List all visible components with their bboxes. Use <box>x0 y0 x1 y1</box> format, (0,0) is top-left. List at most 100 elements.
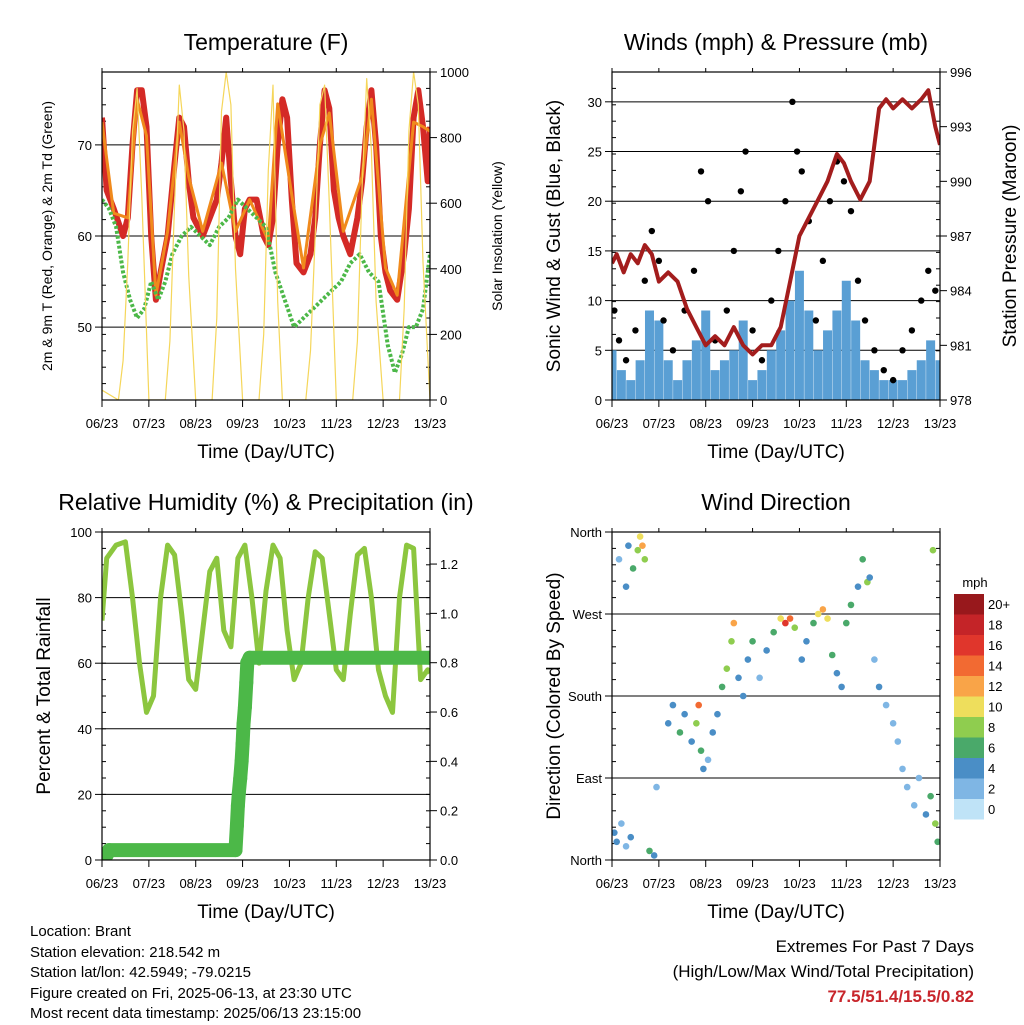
direction-point <box>777 615 784 622</box>
gust-point <box>847 207 855 215</box>
gust-point <box>697 168 705 175</box>
direction-ytick-label: East <box>576 771 602 786</box>
winds-ytick-label: 20 <box>588 194 602 209</box>
direction-point <box>639 542 646 549</box>
colorbar-label: 6 <box>988 741 995 756</box>
direction-point <box>934 838 940 846</box>
winds-ytick-label: 25 <box>588 145 602 160</box>
humidity-y2tick-label: 0.0 <box>440 853 458 868</box>
direction-point <box>730 619 738 627</box>
direction-xtick-label: 10/23 <box>783 876 816 891</box>
gust-point <box>854 277 862 284</box>
temperature-y2tick-label: 200 <box>440 327 462 342</box>
gust-point <box>648 227 656 235</box>
gust-point <box>690 267 698 274</box>
humidity-panel: Relative Humidity (%) & Precipitation (i… <box>34 489 474 923</box>
direction-point <box>824 615 831 622</box>
direction-point <box>634 546 642 554</box>
direction-point <box>903 783 911 791</box>
direction-point <box>650 852 658 859</box>
humidity-y2tick-label: 1.2 <box>440 557 458 572</box>
rh-line <box>102 539 430 715</box>
direction-xtick-label: 07/23 <box>643 876 676 891</box>
humidity-y2tick-label: 0.6 <box>440 705 458 720</box>
temperature-y2tick-label: 600 <box>440 196 462 211</box>
direction-point <box>847 601 855 609</box>
humidity-data <box>102 539 430 860</box>
temperature-ylabel: 2m & 9m T (Red, Orange) & 2m Td (Green) <box>39 101 55 371</box>
direction-point <box>791 624 799 631</box>
colorbar-label: 0 <box>988 802 995 817</box>
colorbar-label: 10 <box>988 700 1002 715</box>
gust-point <box>655 257 663 265</box>
direction-point <box>749 638 756 645</box>
humidity-xtick-label: 06/23 <box>86 876 119 891</box>
direction-point <box>622 843 630 850</box>
temperature-ytick-label: 70 <box>78 138 92 153</box>
direction-xtick-label: 12/23 <box>877 876 910 891</box>
humidity-xtick-label: 07/23 <box>133 876 166 891</box>
humidity-xtick-label: 10/23 <box>273 876 306 891</box>
winds-y2tick-label: 978 <box>950 393 972 408</box>
colorbar-swatch <box>954 696 984 717</box>
colorbar-title: mph <box>962 575 987 590</box>
humidity-xtick-label: 11/23 <box>320 876 352 891</box>
temperature-ytick-label: 50 <box>78 320 92 335</box>
td2m-line <box>102 197 430 375</box>
direction-point <box>613 838 620 846</box>
winds-y2tick-label: 981 <box>950 338 972 353</box>
humidity-ytick-label: 60 <box>78 656 92 671</box>
colorbar-label: 2 <box>988 782 995 797</box>
direction-point <box>718 683 726 691</box>
gust-point <box>793 148 801 155</box>
gust-point <box>612 307 618 314</box>
winds-xlabel: Time (Day/UTC) <box>707 442 845 463</box>
humidity-xtick-label: 12/23 <box>367 876 400 891</box>
direction-title: Wind Direction <box>701 489 851 515</box>
gust-point <box>737 188 745 195</box>
humidity-xlabel: Time (Day/UTC) <box>197 902 335 923</box>
humidity-ytick-label: 80 <box>78 591 92 606</box>
humidity-y2tick-label: 1.0 <box>440 606 458 621</box>
direction-point <box>838 683 845 691</box>
winds-xtick-label: 06/23 <box>596 416 629 431</box>
winds-y2tick-label: 996 <box>950 65 972 80</box>
humidity-ytick-label: 0 <box>85 853 92 868</box>
direction-point <box>899 765 906 773</box>
gust-point <box>932 287 939 294</box>
direction-point <box>735 674 742 682</box>
gust-point <box>826 198 834 205</box>
direction-point <box>709 729 717 736</box>
colorbar-swatch <box>954 676 984 697</box>
gust-point <box>798 168 805 175</box>
direction-point <box>798 656 806 663</box>
pressure-line <box>612 88 940 357</box>
winds-y2tick-label: 984 <box>950 284 972 299</box>
direction-xlabel: Time (Day/UTC) <box>707 902 845 923</box>
humidity-title: Relative Humidity (%) & Precipitation (i… <box>58 489 473 515</box>
direction-point <box>854 583 862 590</box>
colorbar-label: 8 <box>988 720 995 735</box>
winds-ytick-label: 10 <box>588 294 602 309</box>
gust-point <box>758 357 766 364</box>
gust-point <box>819 257 827 265</box>
direction-point <box>875 683 883 691</box>
direction-point <box>910 802 918 809</box>
direction-point <box>704 756 712 764</box>
colorbar-label: 16 <box>988 638 1002 653</box>
gust-point <box>812 317 820 324</box>
temperature-xtick-label: 08/23 <box>179 416 212 431</box>
direction-point <box>756 674 763 682</box>
gust-point <box>669 347 677 354</box>
humidity-ytick-label: 20 <box>78 787 92 802</box>
direction-point <box>894 738 902 745</box>
humidity-xtick-label: 13/23 <box>414 876 447 891</box>
gust-point <box>641 277 648 284</box>
direction-point <box>664 720 672 727</box>
direction-point <box>693 720 700 727</box>
temperature-xtick-label: 13/23 <box>414 416 447 431</box>
direction-point <box>889 720 897 727</box>
gust-point <box>768 297 775 304</box>
direction-data <box>612 533 940 859</box>
direction-ytick-label: North <box>570 853 602 868</box>
